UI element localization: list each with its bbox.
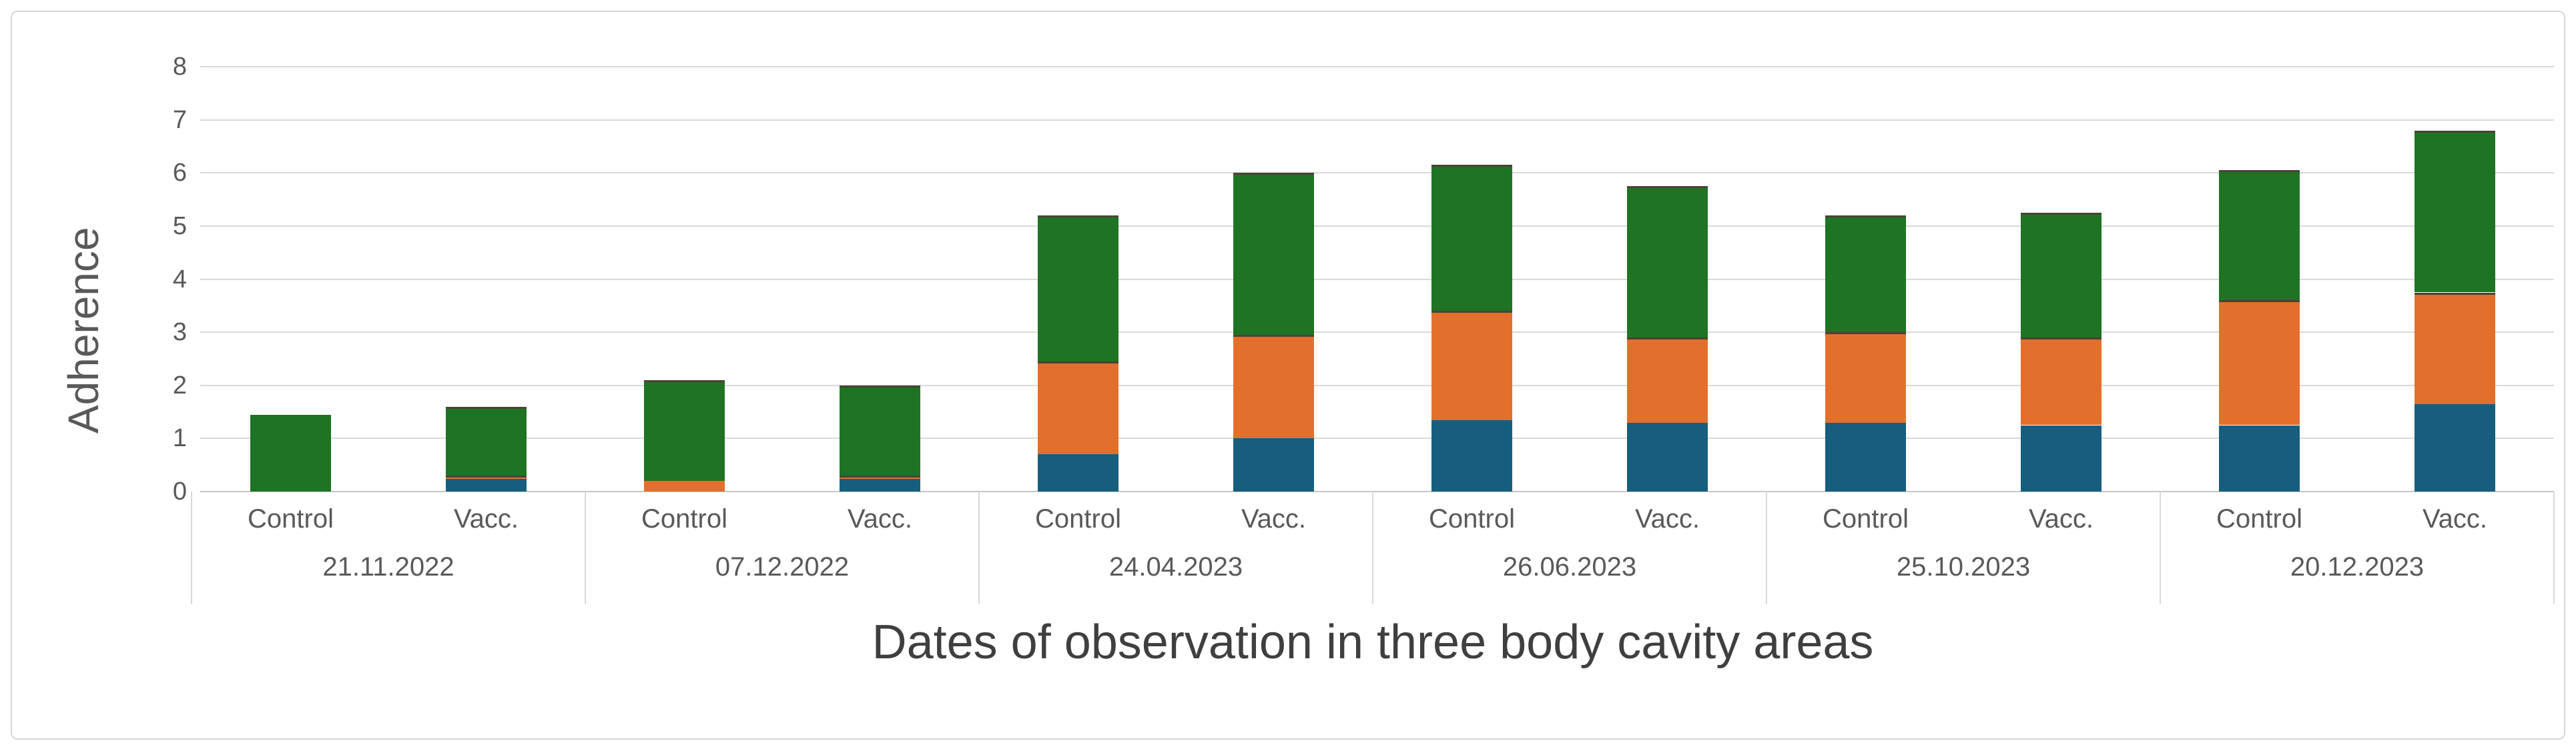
subcategory-label: Control [1823,504,1909,534]
bar-segment-blue[interactable] [2021,425,2102,492]
bar-segment-orange[interactable] [1038,361,1118,455]
y-axis-tick-label: 8 [172,53,187,81]
bar-segment-green[interactable] [2414,130,2495,293]
bar-segment-green[interactable] [644,380,725,482]
bar-segment-orange[interactable] [1627,337,1708,423]
x-axis-title: Dates of observation in three body cavit… [872,616,1874,669]
subcategory-label: Vacc. [453,504,519,534]
date-group-label: 21.11.2022 [322,552,454,582]
y-axis-tick-label: 0 [172,478,187,506]
bar-segment-blue[interactable] [1825,422,1906,492]
bar-segment-blue[interactable] [1627,422,1708,492]
subcategory-label: Vacc. [1634,504,1700,534]
category-group-separator [191,492,192,604]
subcategory-label: Control [1429,504,1515,534]
bar-segment-green[interactable] [1825,215,1906,333]
category-group-separator [585,492,586,604]
subcategory-label: Control [641,504,727,534]
subcategory-label: Control [248,504,334,534]
bar-segment-orange[interactable] [840,476,920,480]
date-group-label: 24.04.2023 [1108,552,1243,582]
bar-segment-blue[interactable] [2219,425,2300,492]
bar-segment-green[interactable] [2219,170,2300,301]
subcategory-label: Vacc. [2422,504,2488,534]
bar-segment-green[interactable] [1627,186,1708,338]
y-axis-tick-label: 2 [172,371,187,400]
bar-segment-green[interactable] [2021,213,2102,338]
gridline [200,66,2554,68]
date-group-label: 25.10.2023 [1896,552,2031,582]
bar-segment-orange[interactable] [2021,337,2102,426]
bar-segment-orange[interactable] [1825,332,1906,423]
bar-segment-green[interactable] [840,385,920,476]
category-group-separator [2553,492,2555,604]
y-axis-title: Adherence [59,227,107,434]
date-group-label: 07.12.2022 [715,552,850,582]
gridline [200,119,2554,121]
date-group-label: 26.06.2023 [1502,552,1637,582]
gridline [200,384,2554,386]
gridline [200,438,2554,440]
y-axis-tick-label: 3 [172,318,187,347]
gridline [200,278,2554,280]
subcategory-label: Control [1035,504,1121,534]
date-group-label: 20.12.2023 [2290,552,2425,582]
bar-segment-orange[interactable] [2414,292,2495,404]
bar-segment-blue[interactable] [2414,404,2495,492]
bar-segment-orange[interactable] [644,481,725,492]
bar-segment-green[interactable] [1431,165,1512,311]
category-group-separator [1766,492,1767,604]
category-group-separator [2160,492,2161,604]
bar-segment-green[interactable] [1233,173,1314,335]
gridline [200,331,2554,333]
subcategory-label: Vacc. [2028,504,2094,534]
y-axis-tick-label: 4 [172,265,187,293]
subcategory-label: Control [2216,504,2302,534]
bar-segment-green[interactable] [446,406,527,476]
gridline [200,225,2554,227]
subcategory-label: Vacc. [1241,504,1307,534]
x-axis-line [200,491,2554,492]
y-axis-tick-label: 1 [172,424,187,453]
subcategory-label: Vacc. [847,504,913,534]
bar-segment-blue[interactable] [1233,438,1314,492]
gridline [200,172,2554,174]
bar-segment-blue[interactable] [1431,420,1512,492]
category-group-separator [978,492,980,604]
y-axis-tick-label: 7 [172,105,187,134]
bar-segment-orange[interactable] [446,476,527,480]
bar-segment-blue[interactable] [1038,454,1118,492]
bar-segment-orange[interactable] [1431,311,1512,420]
bar-segment-blue[interactable] [840,478,920,492]
bar-segment-green[interactable] [1038,215,1118,361]
bar-segment-green[interactable] [250,414,331,492]
y-axis-tick-label: 6 [172,159,187,187]
bar-segment-orange[interactable] [1233,335,1314,439]
bar-segment-orange[interactable] [2219,300,2300,426]
bar-segment-blue[interactable] [446,478,527,492]
y-axis-tick-label: 5 [172,212,187,240]
category-group-separator [1372,492,1373,604]
